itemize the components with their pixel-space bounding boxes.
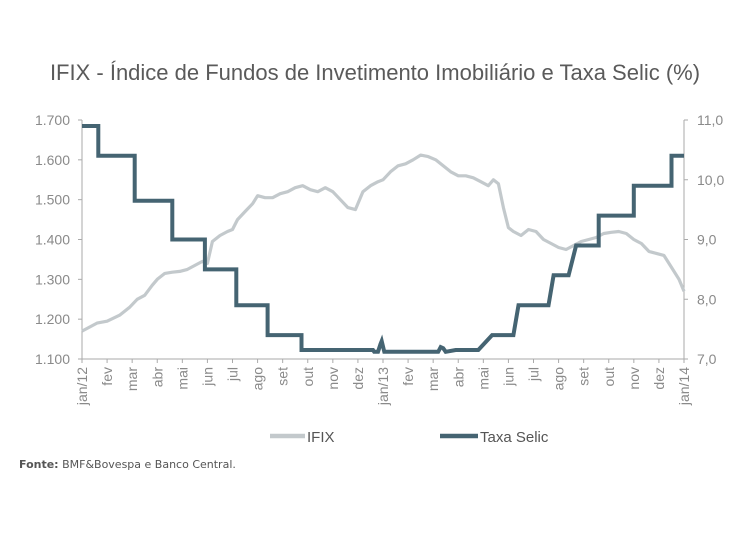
x-tick-label: mar — [425, 367, 441, 391]
x-tick-label: jan/14 — [676, 367, 692, 406]
left-tick-label: 1.100 — [35, 351, 70, 367]
x-tick-label: set — [576, 367, 592, 386]
right-tick-label: 9,0 — [697, 232, 717, 248]
x-tick-label: jul — [225, 367, 241, 382]
axes: 1.700 1.600 1.500 1.400 1.300 1.200 1.100 11,0 1… — [35, 112, 725, 406]
x-tick-label: fev — [99, 367, 115, 386]
x-tick-label: ago — [250, 367, 266, 391]
x-tick-label: out — [601, 367, 617, 387]
x-tick-label: dez — [350, 367, 366, 390]
left-tick-label: 1.500 — [35, 192, 70, 208]
left-tick-label: 1.400 — [35, 232, 70, 248]
x-tick-label: mai — [174, 367, 190, 390]
x-tick-label: jan/12 — [74, 367, 90, 406]
ifix-series — [81, 153, 686, 333]
right-tick-label: 8,0 — [697, 291, 717, 307]
legend-selic-label: Taxa Selic — [480, 429, 549, 446]
x-tick-label: jul — [526, 367, 542, 382]
source-label: Fonte: — [19, 458, 59, 471]
x-tick-label: nov — [325, 367, 341, 390]
left-tick-label: 1.700 — [35, 112, 70, 128]
x-tick-label: jan/13 — [375, 367, 391, 406]
right-tick-label: 10,0 — [697, 172, 724, 188]
x-tick-label: abr — [149, 367, 165, 388]
chart-title: IFIX - Índice de Fundos de Invetimento I… — [49, 60, 701, 85]
right-tick-label: 7,0 — [697, 351, 717, 367]
source-note: Fonte: BMF&Bovespa e Banco Central. — [19, 458, 236, 471]
right-tick-label: 11,0 — [697, 112, 723, 128]
x-tick-label: fev — [400, 367, 416, 386]
x-tick-label: jun — [500, 367, 516, 387]
legend-ifix-label: IFIX — [307, 429, 335, 446]
x-tick-label: jun — [199, 367, 215, 387]
x-tick-label: dez — [651, 367, 667, 390]
x-tick-label: out — [300, 367, 316, 387]
x-tick-label: mai — [475, 367, 491, 390]
left-tick-label: 1.200 — [35, 311, 70, 327]
x-tick-label: set — [275, 367, 291, 386]
legend: IFIX Taxa Selic — [270, 429, 549, 446]
x-tick-label: ago — [551, 367, 567, 391]
selic-series — [82, 124, 684, 354]
x-tick-label: mar — [124, 367, 140, 391]
left-tick-label: 1.600 — [35, 152, 70, 168]
selic-line — [82, 124, 684, 354]
ifix-line — [81, 153, 686, 333]
x-tick-label: nov — [626, 367, 642, 390]
left-tick-label: 1.300 — [35, 271, 70, 287]
x-tick-label: abr — [450, 367, 466, 388]
source-text: BMF&Bovespa e Banco Central. — [62, 458, 236, 471]
